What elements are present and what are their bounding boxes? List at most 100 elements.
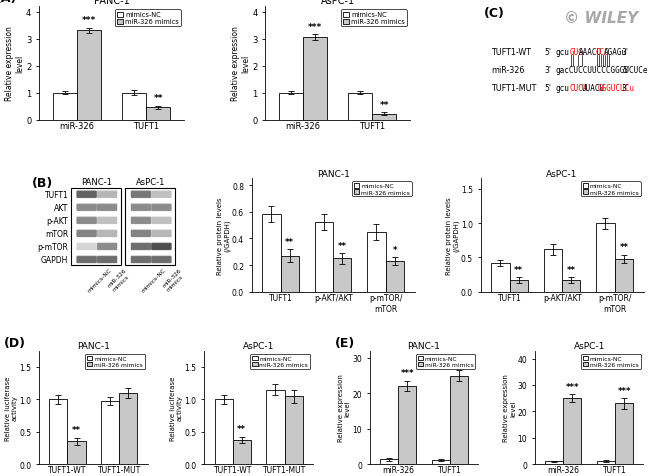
Legend: mimics-NC, miR-326 mimics: mimics-NC, miR-326 mimics: [352, 182, 411, 197]
FancyBboxPatch shape: [77, 191, 97, 198]
FancyBboxPatch shape: [151, 218, 172, 225]
FancyBboxPatch shape: [77, 231, 97, 238]
Text: 3': 3': [545, 66, 551, 75]
Text: miR-326
mimics: miR-326 mimics: [161, 268, 187, 292]
FancyBboxPatch shape: [131, 244, 151, 251]
Text: ***: ***: [618, 386, 631, 395]
FancyBboxPatch shape: [151, 218, 172, 224]
FancyBboxPatch shape: [98, 191, 117, 198]
Title: AsPC-1: AsPC-1: [320, 0, 355, 6]
FancyBboxPatch shape: [98, 191, 117, 198]
Title: AsPC-1: AsPC-1: [547, 169, 578, 178]
FancyBboxPatch shape: [131, 191, 151, 198]
Text: UUACU: UUACU: [582, 84, 604, 93]
FancyBboxPatch shape: [151, 243, 172, 249]
FancyBboxPatch shape: [77, 218, 97, 225]
Bar: [214, 399, 233, 464]
Text: TUFT1: TUFT1: [45, 191, 68, 200]
Bar: [279, 93, 303, 120]
Legend: mimics-NC, miR-326 mimics: mimics-NC, miR-326 mimics: [341, 10, 407, 28]
Text: **: **: [153, 94, 163, 103]
FancyBboxPatch shape: [131, 218, 151, 224]
Bar: [281, 256, 299, 292]
FancyBboxPatch shape: [98, 217, 117, 224]
FancyBboxPatch shape: [77, 205, 97, 212]
Text: TUFT1-WT: TUFT1-WT: [491, 48, 531, 57]
FancyBboxPatch shape: [151, 191, 172, 198]
FancyBboxPatch shape: [77, 191, 97, 198]
FancyBboxPatch shape: [131, 256, 151, 263]
Text: ***: ***: [82, 16, 96, 25]
FancyBboxPatch shape: [131, 230, 151, 237]
FancyBboxPatch shape: [131, 217, 151, 224]
Bar: [398, 387, 416, 464]
Bar: [596, 224, 615, 292]
Text: CCC: CCC: [595, 48, 609, 57]
Bar: [510, 280, 528, 292]
FancyBboxPatch shape: [131, 205, 151, 212]
Title: PANC-1: PANC-1: [317, 169, 350, 178]
Legend: mimics-NC, miR-326 mimics: mimics-NC, miR-326 mimics: [581, 354, 640, 369]
Text: ***: ***: [308, 22, 322, 31]
Bar: [49, 399, 68, 464]
FancyBboxPatch shape: [98, 243, 117, 250]
FancyBboxPatch shape: [131, 218, 151, 225]
Text: AKT: AKT: [54, 204, 68, 213]
FancyBboxPatch shape: [98, 204, 117, 211]
Text: PANC-1: PANC-1: [81, 178, 112, 187]
Text: p-AKT: p-AKT: [47, 217, 68, 226]
FancyBboxPatch shape: [151, 205, 172, 212]
Bar: [303, 38, 327, 120]
Text: CUCA: CUCA: [569, 84, 588, 93]
FancyBboxPatch shape: [151, 217, 172, 224]
Bar: [491, 263, 510, 292]
Text: p-mTOR: p-mTOR: [38, 243, 68, 252]
Text: gacCUCCUUCCCGGGUCUCe: gacCUCCUUCCCGGGUCUCe: [555, 66, 647, 75]
FancyBboxPatch shape: [151, 204, 172, 211]
FancyBboxPatch shape: [77, 244, 97, 251]
FancyBboxPatch shape: [131, 257, 151, 263]
FancyBboxPatch shape: [98, 244, 117, 251]
Text: ***: ***: [452, 358, 465, 367]
FancyBboxPatch shape: [77, 192, 97, 198]
Text: (E): (E): [335, 336, 355, 349]
Text: **: **: [237, 425, 246, 434]
Bar: [597, 461, 615, 464]
FancyBboxPatch shape: [98, 218, 117, 224]
Legend: mimics-NC, miR-326 mimics: mimics-NC, miR-326 mimics: [416, 354, 475, 369]
FancyBboxPatch shape: [131, 243, 151, 249]
FancyBboxPatch shape: [77, 243, 97, 249]
FancyBboxPatch shape: [131, 257, 151, 264]
Text: **: **: [72, 425, 81, 434]
Text: **: **: [285, 237, 294, 246]
Bar: [285, 396, 303, 464]
Bar: [562, 280, 580, 292]
Legend: mimics-NC, miR-326 mimics: mimics-NC, miR-326 mimics: [250, 354, 310, 369]
FancyBboxPatch shape: [151, 231, 172, 238]
Text: ***: ***: [566, 382, 579, 391]
FancyBboxPatch shape: [77, 218, 97, 224]
Bar: [53, 93, 77, 120]
Bar: [545, 461, 564, 464]
Bar: [543, 250, 562, 292]
Text: (C): (C): [484, 7, 504, 20]
Text: mimics-NC: mimics-NC: [141, 268, 167, 293]
FancyBboxPatch shape: [77, 204, 97, 211]
Text: ***: ***: [400, 368, 414, 377]
FancyBboxPatch shape: [77, 217, 97, 224]
Legend: mimics-NC, miR-326 mimics: mimics-NC, miR-326 mimics: [115, 10, 181, 28]
FancyBboxPatch shape: [151, 244, 172, 251]
FancyBboxPatch shape: [151, 192, 172, 198]
FancyBboxPatch shape: [98, 257, 117, 263]
Text: 5': 5': [545, 84, 551, 93]
FancyBboxPatch shape: [98, 205, 117, 212]
FancyBboxPatch shape: [77, 243, 97, 250]
Bar: [432, 460, 450, 464]
Text: GAPDH: GAPDH: [41, 256, 68, 265]
Bar: [450, 376, 468, 464]
Text: miR-326: miR-326: [491, 66, 525, 75]
Bar: [119, 393, 137, 464]
Legend: mimics-NC, miR-326 mimics: mimics-NC, miR-326 mimics: [581, 182, 640, 197]
Bar: [233, 440, 251, 464]
Bar: [367, 232, 385, 292]
